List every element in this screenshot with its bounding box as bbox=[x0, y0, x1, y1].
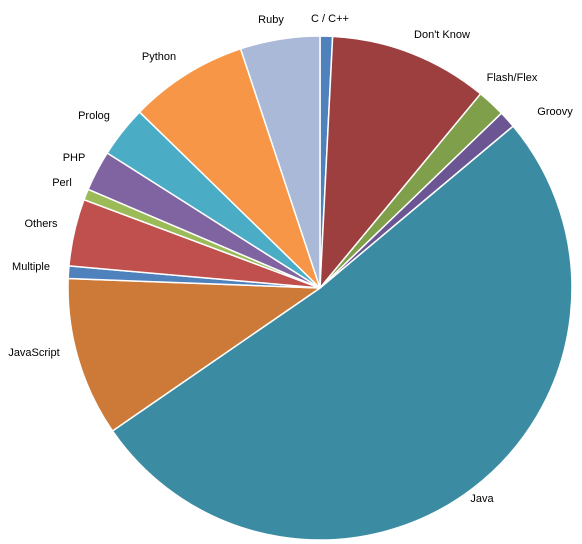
pie-labels: C / C++ Don't Know Flash/Flex Groovy Java Jav… bbox=[8, 13, 573, 505]
pie-label-php: PHP bbox=[63, 152, 86, 164]
pie-label-perl: Perl bbox=[52, 177, 72, 189]
pie-label-c-c: C / C++ bbox=[311, 13, 349, 25]
pie-label-don-t-know: Don't Know bbox=[414, 29, 470, 41]
pie-slice-python bbox=[138, 47, 321, 289]
pie-label-javascript: JavaScript bbox=[8, 347, 59, 359]
pie-label-multiple: Multiple bbox=[12, 261, 50, 273]
pie-label-flash-flex: Flash/Flex bbox=[487, 72, 538, 84]
pie-label-others: Others bbox=[24, 218, 58, 230]
pie-slice-java bbox=[111, 125, 573, 541]
pie-slice-ruby bbox=[239, 35, 321, 289]
pie-slice-javascript bbox=[67, 277, 323, 432]
pie-slices bbox=[67, 35, 573, 541]
pie-slice-don-t-know bbox=[319, 35, 482, 291]
pie-label-ruby: Ruby bbox=[258, 14, 284, 26]
pie-label-prolog: Prolog bbox=[78, 110, 110, 122]
pie-label-java: Java bbox=[470, 493, 494, 505]
pie-label-groovy: Groovy bbox=[537, 106, 573, 118]
pie-label-python: Python bbox=[142, 51, 176, 63]
